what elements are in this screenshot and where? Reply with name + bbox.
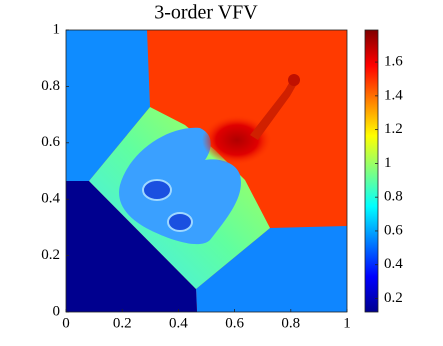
vortex <box>142 179 172 201</box>
colorbar-tick-label: 1.2 <box>384 121 403 137</box>
colorbar-tick-label: 0.4 <box>384 256 403 272</box>
colorbar-tick-label: 0.2 <box>384 290 403 306</box>
colorbar-tick-label: 1.6 <box>384 54 403 70</box>
colorbar-tick-label: 0.8 <box>384 189 403 205</box>
y-tick-label: 1 <box>53 21 61 37</box>
axes-box <box>65 29 348 313</box>
y-tick-label: 0.4 <box>41 191 60 207</box>
heatmap-field <box>66 30 347 312</box>
colorbar-tick-label: 0.6 <box>384 222 403 238</box>
x-tick-label: 1 <box>343 315 351 331</box>
colorbar-tick-label: 1 <box>384 155 392 171</box>
y-tick-label: 0 <box>53 303 61 319</box>
y-tick-label: 0.8 <box>41 78 60 94</box>
y-tick-label: 0.2 <box>41 247 60 263</box>
x-tick-label: 0.2 <box>113 315 132 331</box>
region <box>196 226 347 312</box>
x-tick-label: 0.4 <box>169 315 188 331</box>
y-tick-label: 0.6 <box>41 134 60 150</box>
x-tick-label: 0.6 <box>225 315 244 331</box>
jet <box>250 78 298 140</box>
hot-region <box>202 115 272 165</box>
vortex <box>167 212 193 232</box>
region <box>66 181 197 312</box>
x-tick-label: 0 <box>62 315 70 331</box>
region <box>119 127 241 245</box>
chart-title: 3-order VFV <box>154 2 258 24</box>
colorbar <box>364 29 379 313</box>
colorbar-tick-label: 1.4 <box>384 87 403 103</box>
jet-head <box>288 74 300 86</box>
region <box>66 30 150 181</box>
x-tick-label: 0.8 <box>281 315 300 331</box>
